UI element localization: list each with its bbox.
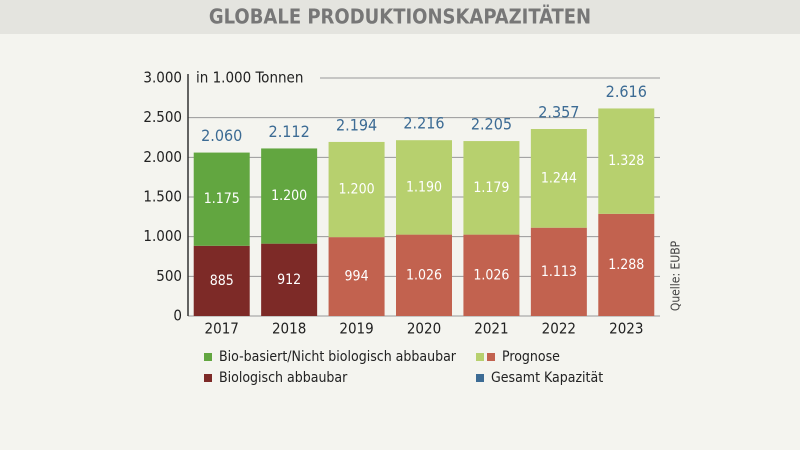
legend-swatch bbox=[487, 353, 495, 361]
bar-segment bbox=[463, 234, 520, 316]
y-axis-label: in 1.000 Tonnen bbox=[196, 69, 303, 87]
legend-label: Biologisch abbaubar bbox=[219, 370, 348, 386]
segment-label: 1.200 bbox=[339, 182, 375, 198]
bar-segment bbox=[598, 108, 655, 214]
x-tick-label: 2019 bbox=[339, 320, 373, 338]
title-band bbox=[0, 0, 800, 34]
total-label: 2.112 bbox=[269, 122, 310, 141]
bar-segment bbox=[328, 141, 385, 238]
y-tick-label: 2.500 bbox=[143, 108, 182, 126]
legend-label: Prognose bbox=[502, 349, 560, 365]
segment-label: 1.179 bbox=[473, 180, 509, 196]
segment-label: 1.026 bbox=[406, 267, 442, 283]
bar-segment bbox=[396, 234, 452, 316]
total-label: 2.194 bbox=[336, 115, 377, 134]
legend-label: Gesamt Kapazität bbox=[491, 370, 603, 386]
segment-label: 1.328 bbox=[608, 153, 644, 169]
y-tick-label: 1.500 bbox=[143, 188, 182, 206]
bar-segment bbox=[193, 245, 250, 316]
y-tick-label: 0 bbox=[173, 307, 182, 325]
segment-label: 1.113 bbox=[541, 264, 577, 280]
total-label: 2.060 bbox=[201, 126, 242, 145]
bar-segment bbox=[193, 152, 250, 246]
bar-segment bbox=[261, 243, 318, 316]
segment-label: 1.190 bbox=[406, 179, 442, 195]
bar-segment bbox=[530, 129, 587, 228]
y-tick-label: 500 bbox=[156, 267, 182, 285]
total-label: 2.357 bbox=[538, 103, 579, 122]
y-tick-label: 3.000 bbox=[143, 69, 182, 87]
bar-segment bbox=[261, 148, 318, 244]
segment-label: 885 bbox=[210, 273, 234, 289]
source: Quelle: EUBP bbox=[669, 240, 683, 311]
y-tick-label: 1.000 bbox=[143, 227, 182, 245]
segment-label: 1.026 bbox=[473, 267, 509, 283]
x-tick-label: 2022 bbox=[542, 320, 576, 338]
x-tick-label: 2023 bbox=[609, 320, 643, 338]
segment-label: 1.288 bbox=[608, 257, 644, 273]
chart-title: GLOBALE PRODUKTIONSKAPAZITÄTEN bbox=[209, 5, 591, 29]
segment-label: 1.244 bbox=[541, 170, 577, 186]
x-tick-label: 2020 bbox=[407, 320, 441, 338]
bar-segment bbox=[530, 227, 587, 316]
total-label: 2.616 bbox=[606, 82, 647, 101]
segment-label: 1.200 bbox=[271, 188, 307, 204]
x-tick-label: 2017 bbox=[205, 320, 239, 338]
legend-swatch bbox=[476, 353, 484, 361]
total-label: 2.216 bbox=[403, 114, 444, 133]
segment-label: 994 bbox=[345, 269, 369, 285]
x-tick-label: 2018 bbox=[272, 320, 306, 338]
legend-label: Bio-basiert/Nicht biologisch abbaubar bbox=[219, 349, 457, 365]
bar-segment bbox=[463, 141, 520, 235]
bar-segment bbox=[328, 237, 385, 316]
segment-label: 912 bbox=[277, 272, 301, 288]
legend-swatch bbox=[476, 374, 484, 382]
segment-label: 1.175 bbox=[204, 191, 240, 207]
total-label: 2.205 bbox=[471, 115, 512, 134]
bar-segment bbox=[598, 213, 655, 316]
legend-swatch bbox=[204, 353, 212, 361]
y-tick-label: 2.000 bbox=[143, 148, 182, 166]
bar-segment bbox=[396, 140, 452, 235]
legend-swatch bbox=[204, 374, 212, 382]
x-tick-label: 2021 bbox=[474, 320, 508, 338]
